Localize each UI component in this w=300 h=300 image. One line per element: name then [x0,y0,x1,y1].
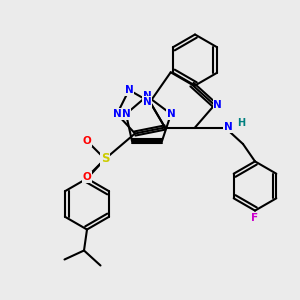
Text: N: N [142,91,152,101]
Text: N: N [224,122,232,133]
Text: N: N [142,97,152,107]
Text: O: O [82,136,91,146]
Text: F: F [251,213,259,223]
Text: N: N [112,109,122,119]
Text: N: N [213,100,222,110]
Text: N: N [122,109,130,119]
Text: S: S [101,152,109,166]
Text: N: N [124,85,134,95]
Text: N: N [167,109,176,119]
Text: H: H [237,118,246,128]
Text: O: O [82,172,91,182]
